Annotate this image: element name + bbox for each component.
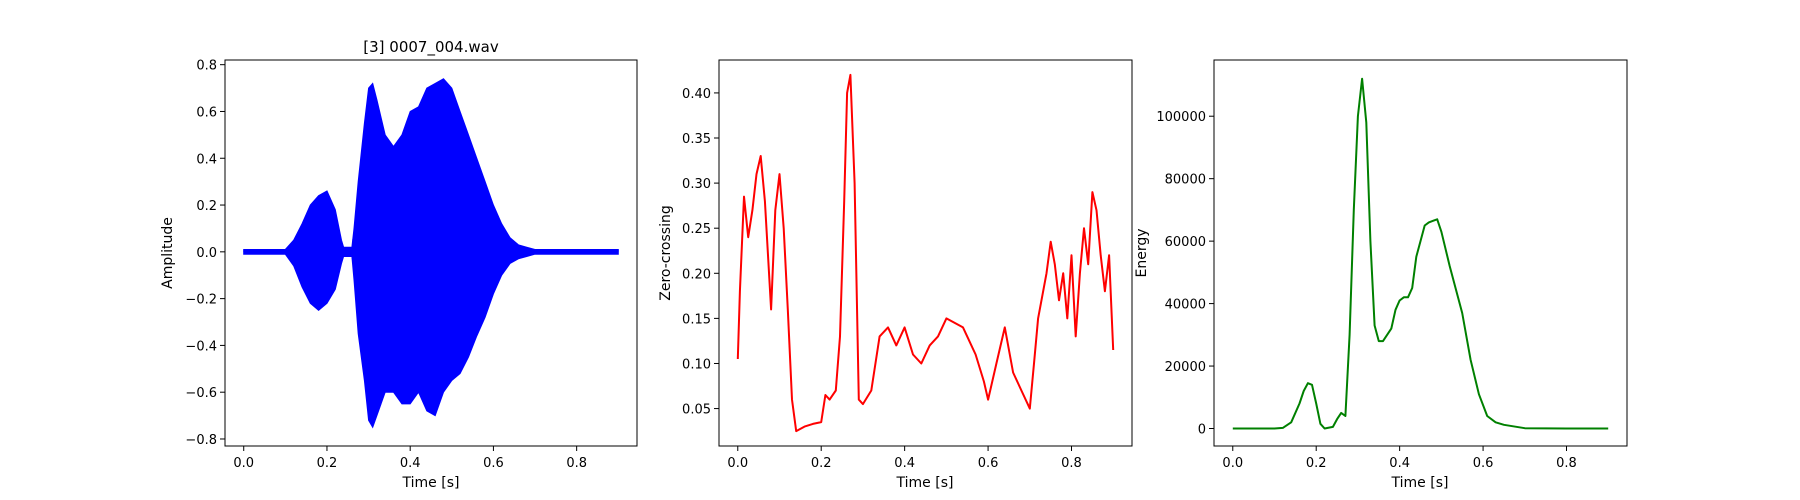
zero-crossing-x-tick-label: 0.0 (727, 456, 748, 471)
waveform-y-tick-label: 0.0 (196, 246, 217, 261)
energy-x-tick-label: 0.8 (1556, 456, 1577, 471)
energy-axes-frame (1213, 59, 1628, 447)
zero-crossing-y-tick-label: 0.25 (682, 222, 711, 237)
zero-crossing-x-tick-label: 0.8 (1061, 456, 1082, 471)
zero-crossing-y-tick-label: 0.10 (682, 357, 711, 372)
waveform-y-tick-label: −0.4 (185, 339, 217, 354)
zero-crossing-y-tick-label: 0.20 (682, 267, 711, 282)
zero-crossing-y-label: Zero-crossing (658, 205, 674, 300)
waveform-y-tick-label: 0.4 (196, 152, 217, 167)
waveform-x-tick-label: 0.2 (317, 456, 338, 471)
energy-x-ticks: 0.0 0.2 0.4 0.6 0.8 (1222, 446, 1577, 471)
energy-x-tick-label: 0.2 (1306, 456, 1327, 471)
energy-y-tick-label: 0 (1198, 423, 1206, 438)
energy-x-tick-label: 0.6 (1473, 456, 1494, 471)
panel-waveform: 0.0 0.2 0.4 0.6 0.8 −0.8−0.6−0.4−0.20.00.20.… (160, 38, 638, 491)
waveform-x-tick-label: 0.4 (400, 456, 421, 471)
energy-y-tick-label: 100000 (1156, 110, 1206, 125)
waveform-axes-frame (224, 59, 638, 447)
energy-x-label: Time [s] (1391, 475, 1449, 491)
zero-crossing-y-tick-label: 0.35 (682, 132, 711, 147)
waveform-y-tick-label: 0.2 (196, 199, 217, 214)
energy-y-tick-label: 20000 (1165, 360, 1206, 375)
waveform-x-label: Time [s] (402, 475, 460, 491)
waveform-y-tick-label: −0.8 (185, 433, 217, 448)
energy-y-label: Energy (1134, 228, 1150, 277)
zero-crossing-y-tick-label: 0.30 (682, 177, 711, 192)
zero-crossing-y-tick-label: 0.40 (682, 87, 711, 102)
zero-crossing-x-tick-label: 0.6 (978, 456, 999, 471)
energy-marks (1232, 77, 1609, 430)
waveform-y-tick-label: 0.6 (196, 105, 217, 120)
zero-crossing-series-line (736, 73, 1115, 433)
energy-y-ticks: 0 20000 40000 60000 80000 100000 (1156, 110, 1214, 438)
zero-crossing-x-tick-label: 0.4 (894, 456, 915, 471)
energy-y-tick-label: 60000 (1165, 235, 1206, 250)
waveform-x-tick-label: 0.8 (566, 456, 587, 471)
waveform-y-tick-label: −0.2 (185, 293, 217, 308)
energy-x-tick-label: 0.4 (1389, 456, 1410, 471)
waveform-x-tick-label: 0.6 (483, 456, 504, 471)
waveform-y-tick-label: 0.8 (196, 59, 217, 74)
panel-zero-crossing: 0.0 0.2 0.4 0.6 0.8 0.05 0.10 0.15 0.20 0.25 0.30… (658, 59, 1133, 491)
zero-crossing-axes-frame (718, 59, 1133, 447)
energy-x-tick-label: 0.0 (1222, 456, 1243, 471)
energy-y-tick-label: 40000 (1165, 298, 1206, 313)
waveform-x-tick-label: 0.0 (233, 456, 254, 471)
zero-crossing-y-tick-label: 0.05 (682, 403, 711, 418)
zero-crossing-marks (736, 73, 1115, 433)
panel-energy: 0.0 0.2 0.4 0.6 0.8 0 20000 40000 60000 80000 100… (1134, 59, 1628, 491)
waveform-marks (243, 78, 619, 429)
zero-crossing-y-ticks: 0.05 0.10 0.15 0.20 0.25 0.30 0.35 0.40 (682, 87, 719, 418)
waveform-x-ticks: 0.0 0.2 0.4 0.6 0.8 (233, 446, 587, 471)
zero-crossing-x-tick-label: 0.2 (811, 456, 832, 471)
zero-crossing-x-ticks: 0.0 0.2 0.4 0.6 0.8 (727, 446, 1082, 471)
energy-series-line (1232, 77, 1609, 430)
energy-y-tick-label: 80000 (1165, 173, 1206, 188)
waveform-y-tick-label: −0.6 (185, 386, 217, 401)
waveform-title: [3] 0007_004.wav (363, 38, 499, 57)
waveform-y-label: Amplitude (160, 217, 176, 289)
zero-crossing-x-label: Time [s] (896, 475, 954, 491)
zero-crossing-y-tick-label: 0.15 (682, 312, 711, 327)
waveform-y-ticks: −0.8 −0.6 −0.4 −0.2 0.0 0.2 0.4 0.6 0.8 (185, 59, 225, 448)
